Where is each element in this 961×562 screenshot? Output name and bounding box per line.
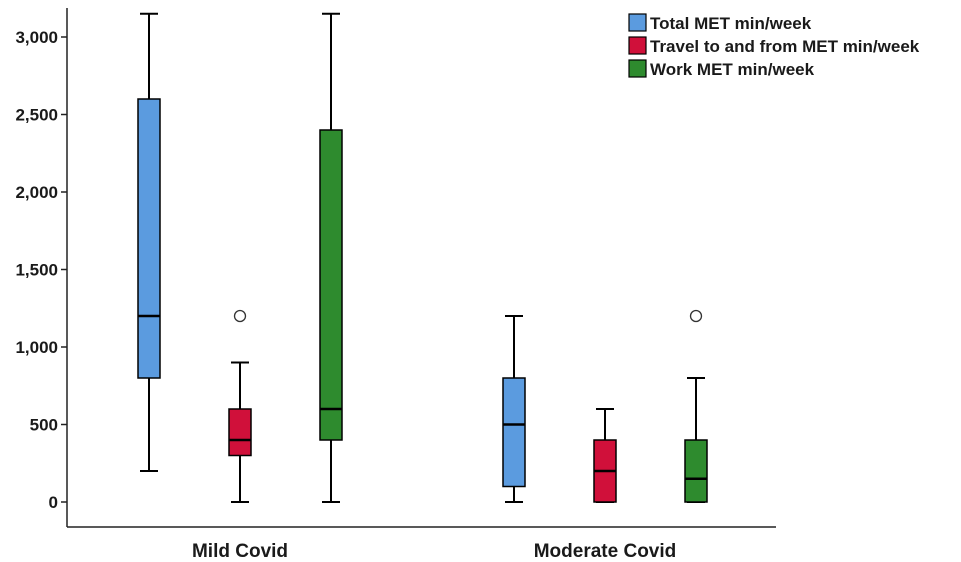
x-category-label: Moderate Covid: [534, 541, 677, 562]
legend-label: Work MET min/week: [650, 60, 815, 79]
x-category-label: Mild Covid: [192, 541, 288, 562]
y-tick-label: 1,500: [15, 261, 58, 280]
box-plot-0-0: [137, 12, 161, 472]
box-plot-2-1: [684, 309, 708, 503]
outlier-point: [689, 309, 703, 323]
legend-label: Total MET min/week: [650, 14, 812, 33]
legend-swatch: [628, 13, 647, 32]
y-tick-label: 3,000: [15, 28, 58, 47]
iqr-box: [502, 377, 526, 488]
axes: 0 500 1,000 1,500 2,000 2,500 3,000 Mild Covid M…: [15, 8, 776, 562]
legend-swatch: [628, 36, 647, 55]
outlier-point: [233, 309, 247, 323]
iqr-box: [319, 129, 343, 441]
iqr-box: [228, 408, 252, 457]
iqr-box: [684, 439, 708, 503]
legend: Total MET min/week Travel to and from MET…: [628, 13, 920, 79]
box-plot-1-1: [593, 408, 617, 503]
y-tick-label: 0: [49, 493, 58, 512]
box-plot-0-1: [502, 315, 526, 503]
box-plot-1-0: [228, 309, 252, 503]
legend-label: Travel to and from MET min/week: [650, 37, 920, 56]
y-tick-label: 2,000: [15, 183, 58, 202]
legend-swatch: [628, 59, 647, 78]
iqr-box: [137, 98, 161, 379]
y-tick-label: 2,500: [15, 106, 58, 125]
box-plot-2-0: [319, 12, 343, 503]
y-tick-label: 500: [30, 416, 58, 435]
box-series: [137, 12, 708, 503]
y-tick-label: 1,000: [15, 338, 58, 357]
